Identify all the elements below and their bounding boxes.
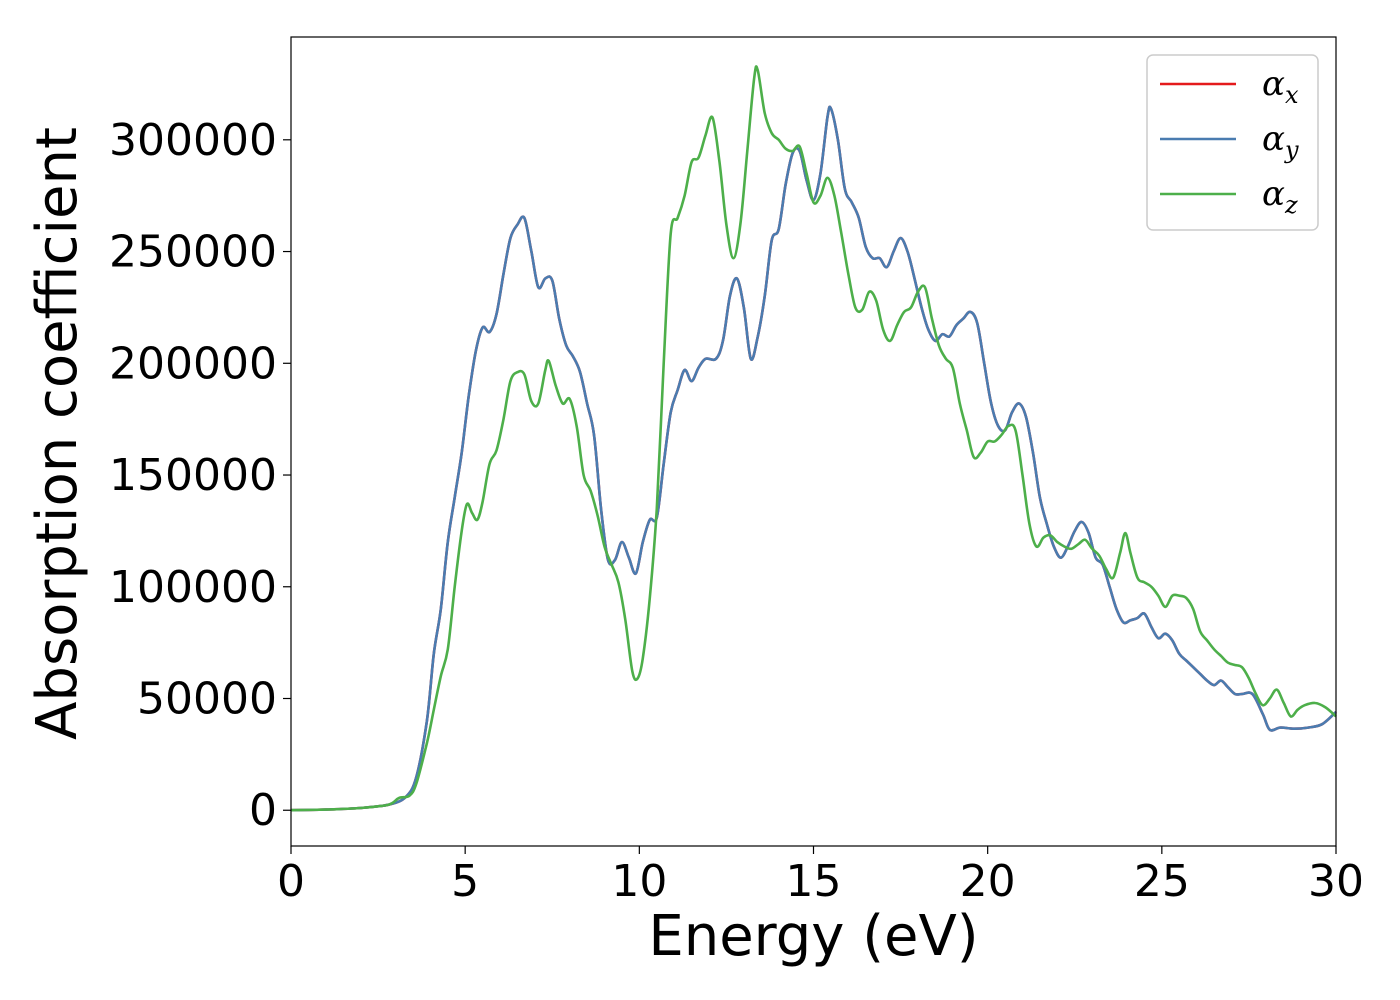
x-axis: 0 5 10 15 20 25 30 — [277, 846, 1364, 907]
series-line-alpha-z — [290, 65, 1337, 812]
y-tick-label: 100000 — [109, 562, 277, 613]
legend-label-alpha-y: αy — [1262, 119, 1299, 164]
legend-label-alpha-x: αx — [1262, 64, 1299, 109]
x-tick-label: 20 — [960, 856, 1016, 907]
y-tick-label: 250000 — [109, 227, 277, 278]
y-tick-label: 0 — [249, 785, 277, 836]
y-axis: 0 50000 100000 150000 200000 250000 300000 — [109, 115, 291, 836]
x-tick-label: 0 — [277, 856, 305, 907]
y-tick-label: 150000 — [109, 450, 277, 501]
legend: αx αy αz — [1146, 54, 1319, 231]
x-axis-title: Energy (eV) — [648, 904, 978, 969]
y-axis-title: Absorption coefficient — [25, 127, 90, 740]
x-tick-label: 25 — [1134, 856, 1190, 907]
series-layer — [290, 65, 1337, 812]
x-tick-label: 10 — [611, 856, 667, 907]
x-tick-label: 5 — [451, 856, 479, 907]
y-tick-label: 300000 — [109, 115, 277, 166]
y-tick-label: 50000 — [137, 674, 277, 725]
series-line-alpha-y — [290, 105, 1337, 812]
x-tick-label: 15 — [786, 856, 842, 907]
x-tick-label: 30 — [1308, 856, 1364, 907]
legend-box — [1146, 54, 1319, 231]
y-tick-label: 200000 — [109, 338, 277, 389]
legend-label-alpha-z: αz — [1262, 174, 1298, 219]
